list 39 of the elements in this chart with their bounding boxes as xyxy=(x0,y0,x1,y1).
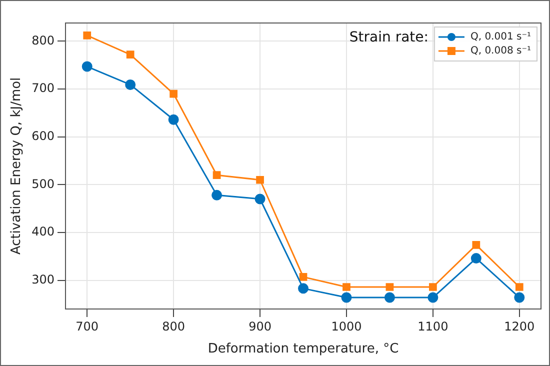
point xyxy=(429,283,437,291)
legend-title: Strain rate: xyxy=(349,30,428,46)
x-tick-label: 900 xyxy=(248,319,272,334)
point xyxy=(168,114,179,125)
y-tick-label: 700 xyxy=(32,81,55,96)
y-tick-label: 300 xyxy=(32,272,55,286)
x-axis-title: Deformation temperature, °C xyxy=(208,342,399,357)
point xyxy=(298,283,308,294)
x-tick-label: 700 xyxy=(76,319,99,334)
y-tick-label: 600 xyxy=(32,128,55,143)
legend-label: Q, 0.001 s⁻¹ xyxy=(470,32,532,43)
point xyxy=(428,292,438,303)
x-tick-label: 800 xyxy=(162,319,186,334)
point xyxy=(170,90,178,98)
point xyxy=(82,61,92,72)
x-tick-label: 1200 xyxy=(504,319,535,334)
x-tick-label: 1100 xyxy=(418,319,448,334)
point xyxy=(470,253,482,264)
point xyxy=(341,292,352,303)
point xyxy=(125,79,136,90)
point xyxy=(126,50,134,58)
x-tick-label: 1000 xyxy=(331,319,362,334)
point xyxy=(386,283,394,291)
point xyxy=(254,194,266,204)
point xyxy=(299,273,308,281)
point xyxy=(212,171,221,180)
point xyxy=(212,190,222,200)
y-tick-label: 500 xyxy=(32,176,55,191)
point xyxy=(256,176,264,184)
legend-label: Q, 0.008 s⁻¹ xyxy=(470,46,532,57)
y-tick-label: 400 xyxy=(32,224,55,239)
y-tick-label: 800 xyxy=(32,33,55,48)
point xyxy=(342,283,350,291)
y-axis-title: Activation Energy Q, kJ/mol xyxy=(9,77,24,255)
point xyxy=(472,240,480,249)
point xyxy=(515,283,524,291)
point xyxy=(83,32,92,40)
point xyxy=(384,292,395,303)
point xyxy=(514,292,525,303)
